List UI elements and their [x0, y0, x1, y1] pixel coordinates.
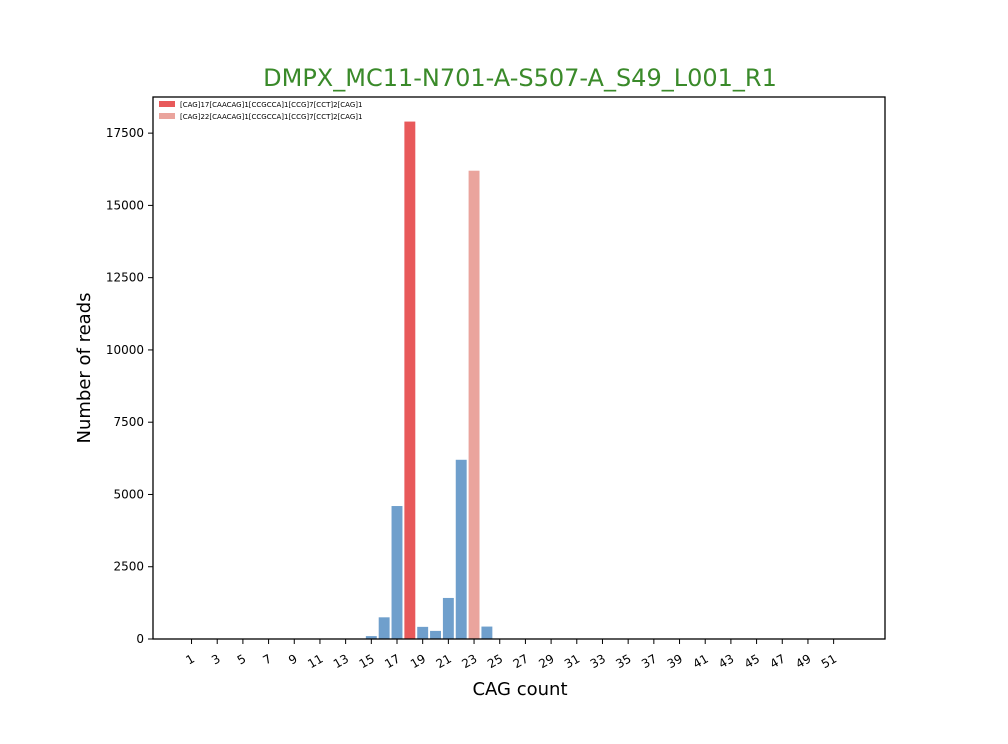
x-tick-label: 25 [485, 651, 505, 671]
x-tick-label: 29 [536, 651, 556, 671]
x-tick-label: 41 [690, 651, 710, 671]
bar-series0-x19 [417, 626, 429, 639]
x-tick-label: 7 [260, 651, 274, 667]
x-tick-label: 35 [613, 651, 633, 671]
bar-series0-x17 [391, 506, 403, 639]
legend-swatch [159, 101, 175, 107]
x-tick-label: 5 [235, 651, 249, 667]
x-tick-label: 33 [588, 651, 608, 671]
x-tick-label: 9 [286, 651, 300, 667]
x-tick-label: 23 [459, 651, 479, 671]
x-tick-label: 37 [639, 651, 659, 671]
y-tick-label: 15000 [106, 198, 144, 212]
x-tick-label: 15 [357, 651, 377, 671]
x-tick-label: 3 [209, 651, 223, 667]
y-axis-label: Number of reads [74, 292, 95, 443]
x-tick-label: 49 [793, 651, 813, 671]
y-tick-label: 7500 [113, 415, 144, 429]
bars-group [365, 121, 493, 639]
x-tick-label: 45 [742, 651, 762, 671]
y-tick-label: 0 [136, 632, 144, 646]
bar-series0-x15 [365, 636, 377, 639]
y-tick-label: 10000 [106, 343, 144, 357]
x-tick-label: 31 [562, 651, 582, 671]
x-axis-label: CAG count [472, 679, 567, 700]
x-tick-label: 11 [305, 651, 325, 671]
legend-swatch [159, 113, 175, 119]
legend-label: [CAG]22[CAACAG]1[CCGCCA]1[CCG]7[CCT]2[CA… [180, 113, 362, 121]
legend-label: [CAG]17[CAACAG]1[CCGCCA]1[CCG]7[CCT]2[CA… [180, 101, 362, 109]
x-tick-label: 51 [819, 651, 839, 671]
x-tick-label: 19 [408, 651, 428, 671]
bar-series0-x22 [455, 459, 467, 639]
bar-series2-x23 [468, 170, 480, 639]
x-tick-label: 1 [183, 651, 197, 667]
y-tick-label: 5000 [113, 487, 144, 501]
bar-series0-x20 [430, 630, 441, 639]
y-tick-label: 2500 [113, 560, 144, 574]
bar-series0-x16 [378, 617, 390, 639]
bar-series0-x21 [442, 597, 454, 639]
chart-title: DMPX_MC11-N701-A-S507-A_S49_L001_R1 [263, 64, 777, 92]
x-tick-label: 21 [434, 651, 454, 671]
x-tick-label: 39 [665, 651, 685, 671]
x-tick-label: 43 [716, 651, 736, 671]
plot-frame [152, 96, 886, 640]
x-tick-label: 17 [382, 651, 402, 671]
bar-series1-x18 [404, 121, 416, 639]
y-tick-label: 12500 [106, 271, 144, 285]
x-axis: 1 3 5 7 9 11 13 15 17 19 21 23 25 27 29 31 33 35 37 39 41 43 4… [183, 639, 839, 671]
x-tick-label: 13 [331, 651, 351, 671]
x-tick-label: 47 [768, 651, 788, 671]
x-tick-label: 27 [511, 651, 531, 671]
y-axis: 0 2500 5000 7500 10000 12500 15000 17500 [106, 126, 153, 646]
y-tick-label: 17500 [106, 126, 144, 140]
bar-series0-x24 [481, 626, 493, 639]
legend: [CAG]17[CAACAG]1[CCGCCA]1[CCG]7[CCT]2[CA… [159, 101, 362, 121]
